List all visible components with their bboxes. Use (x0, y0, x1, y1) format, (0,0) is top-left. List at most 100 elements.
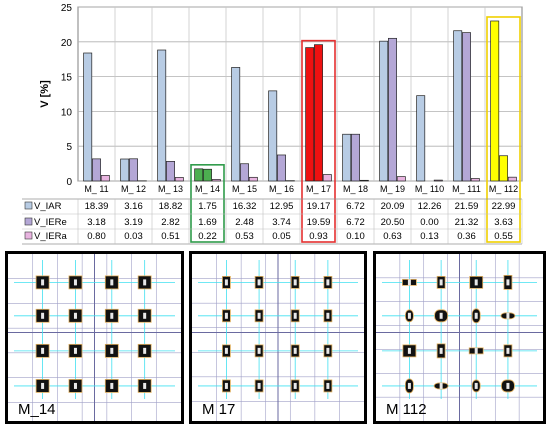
grid-cell-mark (257, 382, 261, 389)
grid-cell-mark (506, 382, 510, 389)
table-cell: 0.22 (198, 231, 217, 242)
grid-cell-mark (407, 382, 411, 389)
bar-v-iar (231, 67, 241, 182)
table-cell: 20.50 (381, 217, 405, 228)
table-cell: 2.48 (235, 217, 254, 228)
table-cell: 12.26 (418, 201, 442, 212)
x-tick-label: M_ 15 (232, 184, 257, 194)
table-cell: 0.13 (420, 231, 439, 242)
table-cell: 0.51 (161, 231, 180, 242)
grid-cell-mark (257, 279, 261, 286)
grid-cell-mark (110, 279, 114, 286)
table-cell: 21.32 (455, 217, 479, 228)
panel-label-m14: M_14 (18, 401, 56, 418)
bar-v-iere (351, 133, 360, 182)
table-cell: 3.63 (494, 217, 513, 228)
grid-cell-mark (41, 347, 45, 354)
bar-v-iera (100, 175, 110, 182)
grid-cell-mark (224, 312, 228, 319)
grid-cell-mark (326, 279, 330, 286)
bar-v-iere (462, 32, 471, 182)
bar-v-iar (194, 168, 204, 182)
grid-cell-mark (41, 279, 45, 286)
grid-cell-mark (474, 279, 478, 286)
highlight-box (301, 39, 336, 243)
x-tick-label: M_ 13 (158, 184, 183, 194)
table-cell: 1.69 (198, 217, 217, 228)
table-cell: 6.72 (346, 201, 365, 212)
table-cell: 0.80 (87, 231, 106, 242)
bar-v-iera (248, 176, 258, 182)
x-tick-label: M_ 110 (415, 184, 444, 194)
table-cell: 19.59 (307, 217, 331, 228)
grid-cell-mark (506, 347, 510, 354)
table-cell: 0.63 (383, 231, 402, 242)
grid-cell-mark (439, 347, 443, 354)
table-cell: 1.75 (198, 201, 217, 212)
panel-m14: M_14 (5, 251, 184, 424)
grid-cell-mark (73, 382, 77, 389)
y-tick-label: 0 (66, 177, 72, 188)
table-cell: 0.05 (272, 231, 291, 242)
table-cell: 18.39 (85, 201, 109, 212)
grid-cell-mark (293, 382, 297, 389)
y-tick-label: 15 (61, 73, 73, 84)
bar-v-iar (157, 49, 167, 182)
grid-cell-mark (439, 382, 443, 389)
bar-v-iere (166, 161, 175, 182)
bar-v-iere (499, 155, 508, 182)
x-tick-label: M_ 12 (121, 184, 146, 194)
grid-cell-mark (110, 382, 114, 389)
table-cell: 0.93 (309, 231, 328, 242)
table-cell: 3.18 (87, 217, 106, 228)
grid-cell-mark (73, 279, 77, 286)
legend-label: V_IERe (34, 217, 67, 228)
grid-cell-mark (41, 312, 45, 319)
grid-cell-mark (257, 347, 261, 354)
panel-label-m112: M 112 (386, 401, 427, 418)
y-axis-label: V [%] (39, 80, 51, 108)
grid-cell-mark (73, 312, 77, 319)
x-tick-label: M_ 11 (84, 184, 108, 194)
y-tick-label: 25 (61, 3, 73, 14)
x-tick-label: M_ 16 (269, 184, 294, 194)
grid-image-m14 (8, 254, 181, 421)
grid-cell-mark (506, 312, 510, 319)
grid-cell-mark (224, 347, 228, 354)
bar-v-iar (268, 90, 278, 182)
table-cell: 16.32 (233, 201, 257, 212)
table-cell: 2.82 (161, 217, 180, 228)
bar-v-iera (211, 179, 221, 182)
bar-v-iera (470, 178, 480, 182)
panel-m112: M 112 (373, 251, 546, 424)
y-tick-label: 5 (66, 142, 72, 153)
legend-swatch (24, 217, 33, 226)
grid-cell-mark (474, 312, 478, 319)
grid-cell-mark (41, 382, 45, 389)
bar-v-iera (507, 176, 517, 182)
bar-v-iera (174, 177, 184, 182)
legend-swatch (24, 231, 33, 240)
grid-cell-mark (143, 279, 147, 286)
bar-v-iar (342, 133, 352, 182)
grid-cell-mark (257, 312, 261, 319)
bar-v-iere (240, 163, 249, 182)
grid-cell-mark (110, 312, 114, 319)
table-cell: 22.99 (492, 201, 516, 212)
y-tick-label: 10 (61, 107, 73, 118)
bar-v-iar (120, 158, 130, 182)
bar-v-iar (379, 40, 389, 182)
grid-cell-mark (439, 279, 443, 286)
bar-v-iera (322, 174, 332, 182)
x-tick-label: M_ 14 (195, 184, 220, 194)
table-cell: 18.82 (159, 201, 183, 212)
bar-v-iere (277, 154, 286, 182)
table-cell: 19.17 (307, 201, 331, 212)
bar-v-iar (83, 52, 93, 182)
table-cell: 21.59 (455, 201, 479, 212)
y-tick-label: 20 (61, 38, 73, 49)
grid-cell-mark (326, 382, 330, 389)
bar-v-iar (305, 47, 315, 182)
grid-cell-mark (439, 312, 443, 319)
x-tick-label: M_ 19 (380, 184, 405, 194)
